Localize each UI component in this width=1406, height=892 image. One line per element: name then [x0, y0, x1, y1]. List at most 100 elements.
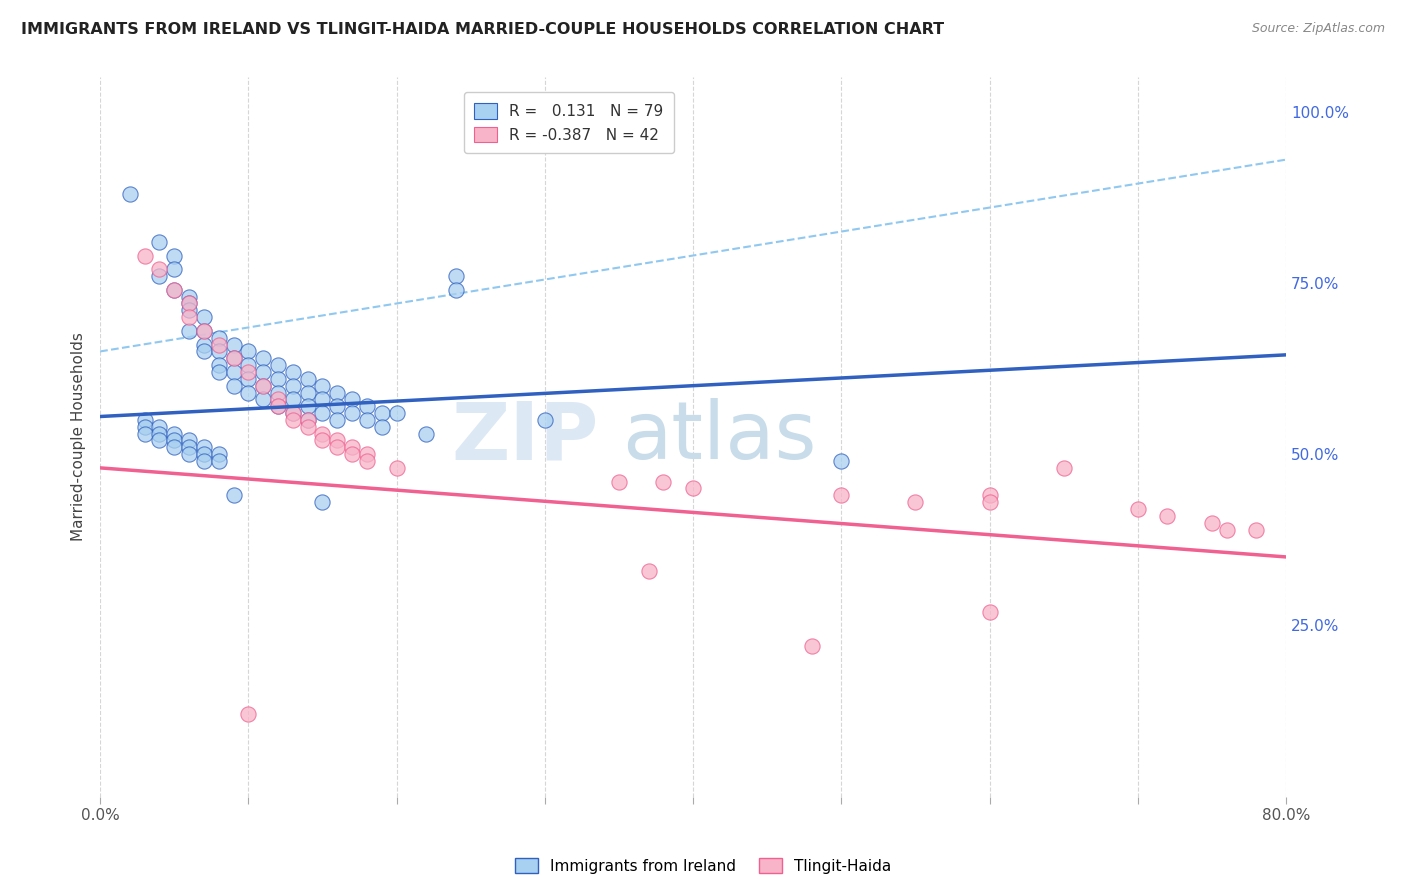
Point: [208, 344, 231, 359]
Point: [163, 283, 186, 297]
Point: [193, 324, 215, 338]
Point: [163, 434, 186, 448]
Point: [652, 475, 675, 489]
Point: [311, 426, 333, 441]
Point: [533, 413, 555, 427]
Point: [340, 406, 363, 420]
Point: [297, 399, 319, 413]
Point: [371, 419, 394, 434]
Point: [252, 392, 274, 407]
Point: [222, 365, 245, 379]
Text: atlas: atlas: [621, 398, 817, 476]
Point: [340, 447, 363, 461]
Point: [238, 365, 260, 379]
Point: [208, 365, 231, 379]
Point: [163, 426, 186, 441]
Point: [177, 434, 200, 448]
Point: [800, 639, 823, 653]
Point: [222, 337, 245, 351]
Point: [1126, 502, 1149, 516]
Point: [134, 413, 156, 427]
Point: [163, 262, 186, 277]
Point: [281, 406, 304, 420]
Point: [281, 365, 304, 379]
Point: [682, 482, 704, 496]
Point: [326, 385, 349, 400]
Point: [371, 406, 394, 420]
Point: [637, 564, 659, 578]
Text: Source: ZipAtlas.com: Source: ZipAtlas.com: [1251, 22, 1385, 36]
Point: [979, 605, 1001, 619]
Point: [177, 324, 200, 338]
Legend: R =   0.131   N = 79, R = -0.387   N = 42: R = 0.131 N = 79, R = -0.387 N = 42: [464, 92, 675, 153]
Y-axis label: Married-couple Households: Married-couple Households: [72, 333, 86, 541]
Point: [238, 385, 260, 400]
Point: [385, 406, 408, 420]
Point: [830, 488, 852, 502]
Point: [311, 495, 333, 509]
Point: [208, 454, 231, 468]
Point: [148, 426, 170, 441]
Point: [148, 269, 170, 284]
Point: [356, 399, 378, 413]
Point: [311, 434, 333, 448]
Point: [177, 440, 200, 454]
Point: [177, 447, 200, 461]
Point: [252, 378, 274, 392]
Point: [163, 283, 186, 297]
Point: [177, 296, 200, 310]
Text: ZIP: ZIP: [451, 398, 598, 476]
Point: [238, 344, 260, 359]
Point: [222, 351, 245, 366]
Point: [193, 447, 215, 461]
Point: [1156, 508, 1178, 523]
Point: [134, 426, 156, 441]
Point: [281, 378, 304, 392]
Point: [385, 461, 408, 475]
Point: [148, 434, 170, 448]
Legend: Immigrants from Ireland, Tlingit-Haida: Immigrants from Ireland, Tlingit-Haida: [509, 852, 897, 880]
Point: [1215, 523, 1237, 537]
Point: [177, 290, 200, 304]
Point: [311, 392, 333, 407]
Point: [326, 440, 349, 454]
Point: [904, 495, 927, 509]
Point: [340, 392, 363, 407]
Point: [177, 296, 200, 310]
Point: [193, 310, 215, 325]
Point: [1052, 461, 1074, 475]
Point: [297, 419, 319, 434]
Point: [193, 324, 215, 338]
Point: [1246, 523, 1268, 537]
Point: [267, 372, 290, 386]
Point: [356, 447, 378, 461]
Point: [177, 310, 200, 325]
Point: [177, 303, 200, 318]
Point: [238, 707, 260, 722]
Point: [267, 385, 290, 400]
Point: [208, 447, 231, 461]
Point: [193, 440, 215, 454]
Point: [208, 337, 231, 351]
Point: [444, 269, 467, 284]
Point: [326, 434, 349, 448]
Point: [118, 186, 141, 201]
Point: [979, 488, 1001, 502]
Point: [208, 358, 231, 372]
Point: [830, 454, 852, 468]
Point: [252, 365, 274, 379]
Point: [148, 235, 170, 249]
Point: [311, 406, 333, 420]
Point: [297, 413, 319, 427]
Point: [252, 351, 274, 366]
Point: [340, 440, 363, 454]
Point: [193, 337, 215, 351]
Point: [222, 378, 245, 392]
Point: [148, 419, 170, 434]
Point: [208, 331, 231, 345]
Point: [267, 392, 290, 407]
Point: [607, 475, 630, 489]
Point: [1201, 516, 1223, 530]
Point: [326, 413, 349, 427]
Text: IMMIGRANTS FROM IRELAND VS TLINGIT-HAIDA MARRIED-COUPLE HOUSEHOLDS CORRELATION C: IMMIGRANTS FROM IRELAND VS TLINGIT-HAIDA…: [21, 22, 945, 37]
